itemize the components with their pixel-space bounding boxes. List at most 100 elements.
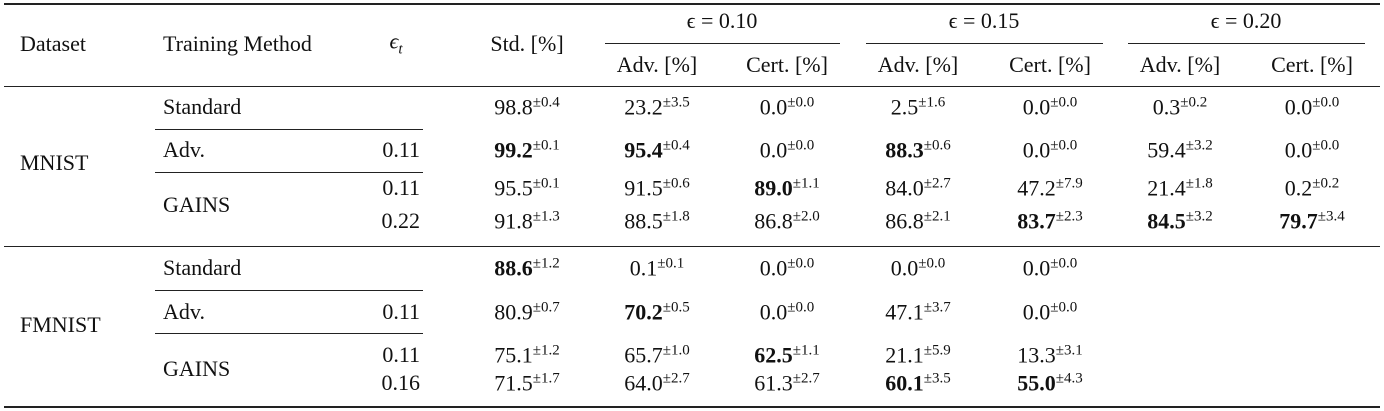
cell: 80.9±0.7 xyxy=(494,299,559,325)
top-rule xyxy=(4,3,1380,5)
cell: 75.1±1.2 xyxy=(494,343,559,367)
cell-std: ±4.3 xyxy=(1055,370,1083,387)
cell: 0.0±0.0 xyxy=(1285,138,1339,162)
cell-std: ±0.6 xyxy=(662,175,690,192)
cell: 84.5±3.2 xyxy=(1147,209,1212,233)
subcolumn-header: Adv. [%] xyxy=(1139,52,1221,77)
cell: 0.0±0.0 xyxy=(759,137,814,163)
cell-std: ±0.0 xyxy=(1050,94,1078,111)
method-rule xyxy=(155,129,423,130)
cell: 0.0±0.0 xyxy=(1022,94,1078,120)
cell: 0.1±0.1 xyxy=(630,255,685,280)
cell: 60.1±3.5 xyxy=(885,371,950,395)
cell: 47.1±3.7 xyxy=(885,299,951,325)
cell-std: ±0.0 xyxy=(787,94,815,111)
cell: 21.4±1.8 xyxy=(1147,175,1213,200)
cell-std: ±2.7 xyxy=(662,370,690,387)
cell-std: ±3.7 xyxy=(923,299,951,316)
cell-std: ±2.1 xyxy=(923,208,951,225)
subcolumn-header: Cert. [%] xyxy=(1271,52,1353,77)
cell-value: 70.2 xyxy=(624,299,663,325)
cell-value: 0.0 xyxy=(1022,299,1051,325)
cell-value: 0.0 xyxy=(759,94,788,120)
cell: 0.0±0.0 xyxy=(1023,256,1077,280)
cell-std: ±0.4 xyxy=(532,94,560,111)
cell-value: 0.0 xyxy=(759,137,788,163)
cell: 55.0±4.3 xyxy=(1017,370,1083,396)
cell: 83.7±2.3 xyxy=(1017,208,1082,234)
cell-value: 0.0 xyxy=(1022,94,1051,120)
cell: 47.2±7.9 xyxy=(1017,175,1083,201)
cell: 0.0±0.0 xyxy=(759,94,815,120)
cell-std: ±0.0 xyxy=(787,299,815,316)
cell: 91.5±0.6 xyxy=(624,175,690,200)
cell-value: 86.8 xyxy=(754,208,793,234)
cell-value: 23.2 xyxy=(624,94,663,120)
cell: 2.5±1.6 xyxy=(891,95,945,119)
cell-value: 47.2 xyxy=(1017,175,1056,201)
cell-value: 0.0 xyxy=(1022,137,1051,163)
cell: 0.0±0.0 xyxy=(1022,137,1078,163)
group-header: ϵ = 0.10 xyxy=(686,8,758,33)
cell: 79.7±3.4 xyxy=(1279,208,1345,233)
cell-value: 84.0 xyxy=(885,175,924,201)
cell-std: ±0.4 xyxy=(662,137,690,154)
header-std: Std. [%] xyxy=(490,31,564,56)
cell-std: ±0.0 xyxy=(1050,137,1078,154)
cell: 88.3±0.6 xyxy=(885,138,950,162)
cell-std: ±0.1 xyxy=(657,255,685,272)
cell: 65.7±1.0 xyxy=(624,343,689,367)
dataset-rule xyxy=(4,246,1380,247)
cell-std: ±1.2 xyxy=(532,255,560,272)
cell-value: 88.6 xyxy=(494,255,533,281)
cell-value: 0.2 xyxy=(1284,175,1313,201)
cell: 99.2±0.1 xyxy=(494,138,559,162)
bottom-rule xyxy=(4,406,1380,408)
group-rule xyxy=(605,43,840,44)
cell-value: 55.0 xyxy=(1017,370,1056,396)
cell-value: 62.5 xyxy=(754,342,793,368)
cell-std: ±1.8 xyxy=(1185,175,1213,192)
method-name: Adv. xyxy=(163,299,205,324)
cell: 88.6±1.2 xyxy=(494,255,560,281)
group-header: ϵ = 0.15 xyxy=(948,8,1020,33)
cell-value: 59.4 xyxy=(1147,137,1186,163)
eps-sub: t xyxy=(398,41,403,58)
cell-std: ±0.0 xyxy=(918,255,946,272)
eps-t: 0.16 xyxy=(381,370,421,395)
eps-t: 0.11 xyxy=(382,175,420,200)
cell-value: 0.0 xyxy=(1284,94,1313,120)
cell: 88.5±1.8 xyxy=(624,208,689,234)
header-dataset: Dataset xyxy=(20,31,86,56)
cell-value: 95.4 xyxy=(624,137,663,163)
cell-value: 88.5 xyxy=(624,208,663,234)
cell: 0.0±0.0 xyxy=(890,255,946,281)
eps-t: 0.11 xyxy=(382,342,420,367)
cell-std: ±2.7 xyxy=(923,175,951,192)
eps-t: 0.22 xyxy=(381,208,421,233)
cell-value: 80.9 xyxy=(494,299,533,325)
cell-std: ±3.4 xyxy=(1317,208,1345,225)
cell-value: 21.1 xyxy=(885,342,924,368)
cell-std: ±1.3 xyxy=(532,208,560,225)
cell-value: 47.1 xyxy=(885,299,924,325)
cell-std: ±7.9 xyxy=(1055,175,1083,192)
cell-value: 83.7 xyxy=(1017,208,1056,234)
cell-value: 61.3 xyxy=(754,370,793,396)
cell-value: 89.0 xyxy=(754,175,793,201)
subcolumn-header: Cert. [%] xyxy=(746,52,828,77)
cell-std: ±1.1 xyxy=(792,342,820,359)
cell: 62.5±1.1 xyxy=(754,342,820,368)
cell-std: ±3.2 xyxy=(1185,137,1213,154)
cell: 86.8±2.1 xyxy=(885,208,951,233)
header-rule xyxy=(4,86,1380,87)
cell: 91.8±1.3 xyxy=(494,208,560,233)
cell-std: ±0.2 xyxy=(1312,175,1340,192)
eps-t: 0.11 xyxy=(382,299,420,324)
cell-std: ±0.5 xyxy=(662,299,690,316)
cell: 95.4±0.4 xyxy=(624,137,690,163)
cell-value: 98.8 xyxy=(494,94,533,120)
cell-value: 0.0 xyxy=(890,255,919,281)
method-name: Standard xyxy=(163,94,242,119)
